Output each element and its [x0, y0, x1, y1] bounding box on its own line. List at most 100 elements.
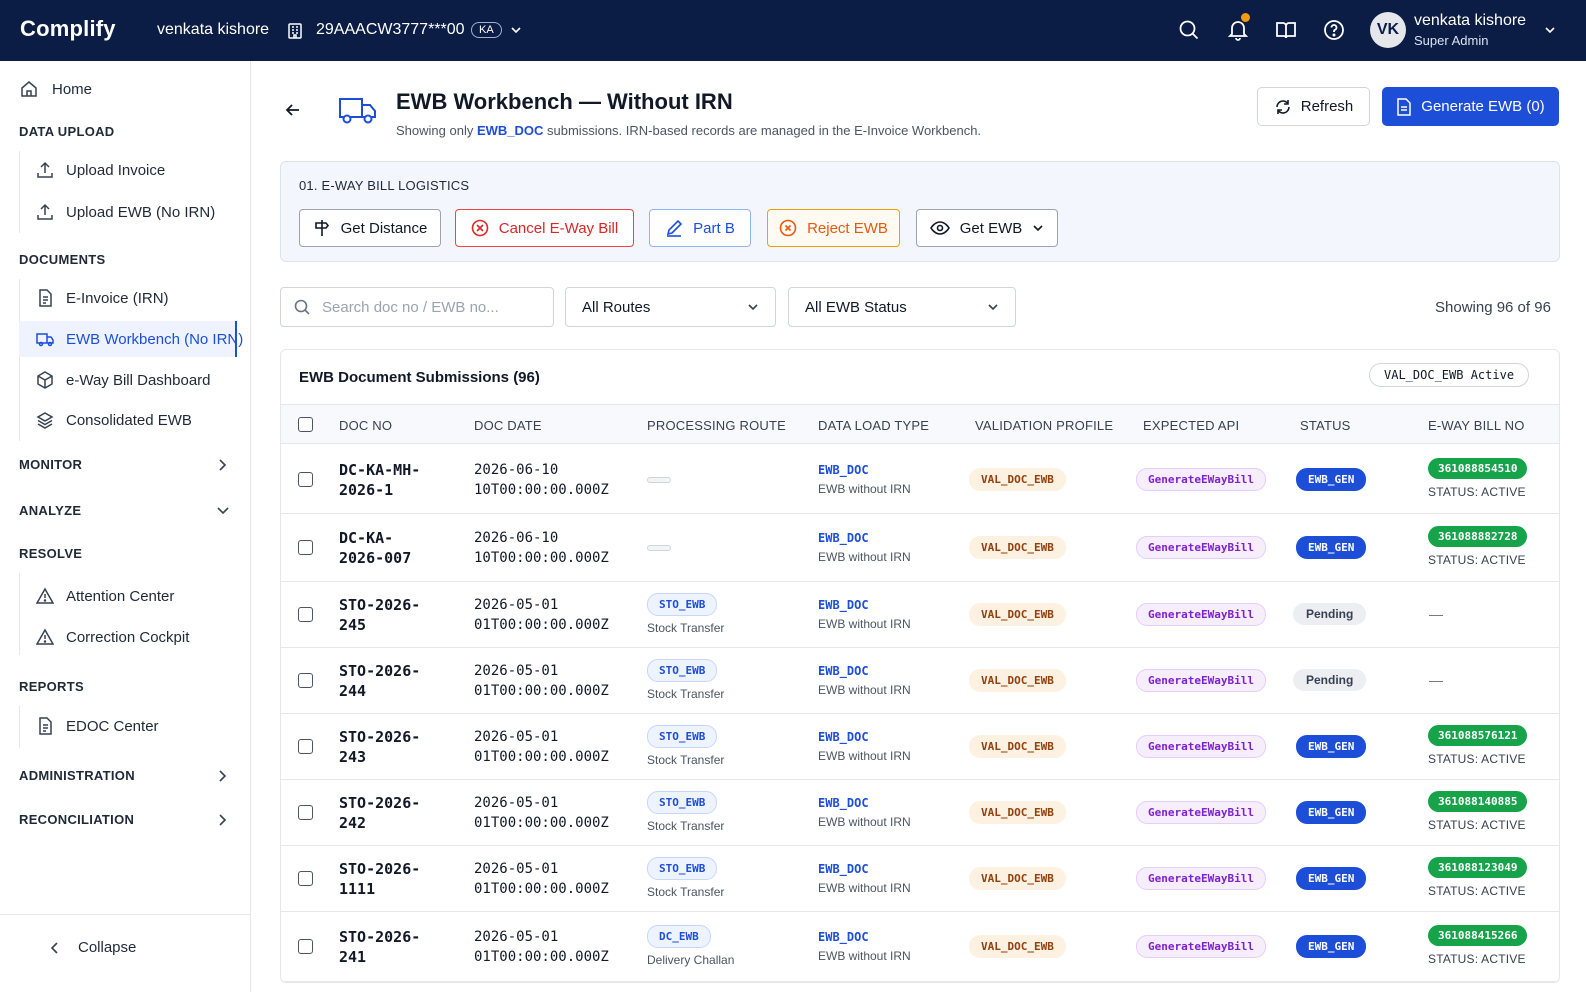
eway-bill-badge[interactable]: 361088123049	[1428, 857, 1528, 878]
row-checkbox[interactable]	[298, 540, 313, 555]
back-arrow-icon[interactable]	[283, 100, 303, 120]
table-header: DOC NO DOC DATE PROCESSING ROUTE DATA LO…	[281, 404, 1559, 444]
section-monitor[interactable]: MONITOR	[19, 457, 83, 472]
row-checkbox[interactable]	[298, 607, 313, 622]
section-reconciliation[interactable]: RECONCILIATION	[19, 812, 135, 827]
cancel-eway-bill-button[interactable]: Cancel E-Way Bill	[455, 209, 634, 247]
row-checkbox[interactable]	[298, 939, 313, 954]
section-analyze[interactable]: ANALYZE	[19, 503, 82, 518]
doc-number[interactable]: STO-2026- 1111	[339, 859, 420, 899]
column-header[interactable]: DOC DATE	[474, 418, 542, 433]
column-header[interactable]: E-WAY BILL NO	[1428, 418, 1525, 433]
select-all-checkbox[interactable]	[298, 417, 313, 432]
document-icon	[36, 289, 54, 307]
box-icon	[36, 371, 54, 389]
eway-bill-badge[interactable]: 361088854510	[1428, 458, 1528, 479]
chevron-down-icon[interactable]	[510, 24, 522, 36]
sidebar-item-edoc[interactable]: EDOC Center	[36, 717, 159, 735]
sidebar-item-einvoice[interactable]: E-Invoice (IRN)	[36, 289, 169, 307]
expected-api: GenerateEWayBill	[1136, 935, 1266, 958]
table-row[interactable]: DC-KA- 2026-007 2026-06-10 10T00:00:00.000Z…	[281, 514, 1559, 582]
chevron-down-icon[interactable]	[1544, 24, 1556, 36]
doc-number[interactable]: STO-2026- 242	[339, 793, 420, 833]
eway-bill-badge[interactable]: 361088882728	[1428, 526, 1528, 547]
eway-bill-badge[interactable]: 361088576121	[1428, 725, 1528, 746]
tree-line	[19, 706, 20, 748]
search-input[interactable]	[322, 298, 522, 316]
help-icon[interactable]	[1323, 19, 1345, 41]
doc-number[interactable]: STO-2026- 244	[339, 661, 420, 701]
chevron-right-icon[interactable]	[216, 769, 228, 783]
data-load-type-value[interactable]: EWB_DOC	[818, 796, 869, 810]
chevron-right-icon[interactable]	[216, 813, 228, 827]
submissions-table: EWB Document Submissions (96) VAL_DOC_EW…	[280, 349, 1560, 983]
data-load-type-value[interactable]: EWB_DOC	[818, 598, 869, 612]
api-badge: GenerateEWayBill	[1136, 735, 1266, 758]
table-row[interactable]: DC-KA-MH- 2026-1 2026-06-10 10T00:00:00.000…	[281, 445, 1559, 514]
sidebar-item-home[interactable]: Home	[20, 80, 92, 98]
doc-number[interactable]: STO-2026- 245	[339, 595, 420, 635]
get-ewb-button[interactable]: Get EWB	[916, 209, 1058, 247]
doc-number[interactable]: STO-2026- 243	[339, 727, 420, 767]
avatar[interactable]: VK	[1370, 12, 1406, 48]
table-row[interactable]: STO-2026- 243 2026-05-01 01T00:00:00.000Z ST…	[281, 714, 1559, 780]
table-row[interactable]: STO-2026- 245 2026-05-01 01T00:00:00.000Z ST…	[281, 582, 1559, 648]
row-checkbox[interactable]	[298, 871, 313, 886]
routes-select[interactable]: All Routes	[565, 287, 776, 327]
data-load-type-value[interactable]: EWB_DOC	[818, 730, 869, 744]
chevron-right-icon[interactable]	[216, 458, 228, 472]
column-header[interactable]: EXPECTED API	[1143, 418, 1240, 433]
section-data-upload: DATA UPLOAD	[19, 124, 115, 139]
generate-ewb-button[interactable]: Generate EWB (0)	[1382, 87, 1559, 126]
data-load-type-value[interactable]: EWB_DOC	[818, 463, 869, 477]
ewb-status-select[interactable]: All EWB Status	[788, 287, 1016, 327]
data-load-type-value[interactable]: EWB_DOC	[818, 862, 869, 876]
part-b-button[interactable]: Part B	[649, 209, 751, 247]
sidebar-item-eway-dashboard[interactable]: e-Way Bill Dashboard	[36, 371, 211, 389]
table-row[interactable]: STO-2026- 242 2026-05-01 01T00:00:00.000Z ST…	[281, 780, 1559, 846]
table-row[interactable]: STO-2026- 1111 2026-05-01 01T00:00:00.000Z S…	[281, 846, 1559, 912]
sidebar-item-upload-invoice[interactable]: Upload Invoice	[36, 161, 165, 179]
data-load-type-value[interactable]: EWB_DOC	[818, 930, 869, 944]
doc-date: 2026-06-10 10T00:00:00.000Z	[474, 460, 609, 500]
column-header[interactable]: PROCESSING ROUTE	[647, 418, 786, 433]
table-row[interactable]: STO-2026- 241 2026-05-01 01T00:00:00.000Z DC…	[281, 912, 1559, 982]
column-header[interactable]: DOC NO	[339, 418, 393, 433]
data-load-type-value[interactable]: EWB_DOC	[818, 531, 869, 545]
section-administration[interactable]: ADMINISTRATION	[19, 768, 135, 783]
doc-number[interactable]: DC-KA-MH- 2026-1	[339, 460, 420, 500]
collapse-button[interactable]: Collapse	[50, 939, 136, 956]
column-header[interactable]: STATUS	[1300, 418, 1351, 433]
get-distance-button[interactable]: Get Distance	[299, 209, 441, 247]
gstin-selector[interactable]: 29AAACW3777***00	[316, 21, 465, 38]
eway-bill-badge[interactable]: 361088140885	[1428, 791, 1528, 812]
refresh-button[interactable]: Refresh	[1257, 87, 1370, 126]
eway-bill-badge[interactable]: 361088415266	[1428, 925, 1528, 946]
sidebar-item-attention[interactable]: Attention Center	[36, 587, 174, 605]
row-checkbox[interactable]	[298, 805, 313, 820]
pencil-icon	[665, 219, 683, 237]
sidebar-item-consolidated[interactable]: Consolidated EWB	[36, 411, 192, 429]
doc-number[interactable]: DC-KA- 2026-007	[339, 528, 411, 568]
row-checkbox[interactable]	[298, 739, 313, 754]
table-row[interactable]: STO-2026- 244 2026-05-01 01T00:00:00.000Z ST…	[281, 648, 1559, 714]
column-header[interactable]: DATA LOAD TYPE	[818, 418, 930, 433]
bell-icon[interactable]	[1227, 19, 1249, 41]
doc-date-line: 2026-05-01	[474, 929, 559, 945]
sidebar-item-ewb-workbench[interactable]: EWB Workbench (No IRN)	[36, 330, 243, 348]
app-logo[interactable]: Complify	[20, 16, 116, 41]
sidebar-item-upload-ewb[interactable]: Upload EWB (No IRN)	[36, 203, 215, 221]
search-icon[interactable]	[1178, 19, 1200, 41]
book-icon[interactable]	[1275, 19, 1297, 41]
column-header[interactable]: VALIDATION PROFILE	[975, 418, 1114, 433]
reject-ewb-button[interactable]: Reject EWB	[767, 209, 900, 247]
button-label: Get EWB	[959, 219, 1023, 237]
sidebar-item-correction[interactable]: Correction Cockpit	[36, 628, 189, 646]
doc-number[interactable]: STO-2026- 241	[339, 927, 420, 967]
status-badge: Pending	[1293, 603, 1367, 625]
row-checkbox[interactable]	[298, 472, 313, 487]
chevron-down-icon[interactable]	[216, 505, 230, 517]
section-resolve: RESOLVE	[19, 546, 83, 561]
data-load-type-value[interactable]: EWB_DOC	[818, 664, 869, 678]
row-checkbox[interactable]	[298, 673, 313, 688]
